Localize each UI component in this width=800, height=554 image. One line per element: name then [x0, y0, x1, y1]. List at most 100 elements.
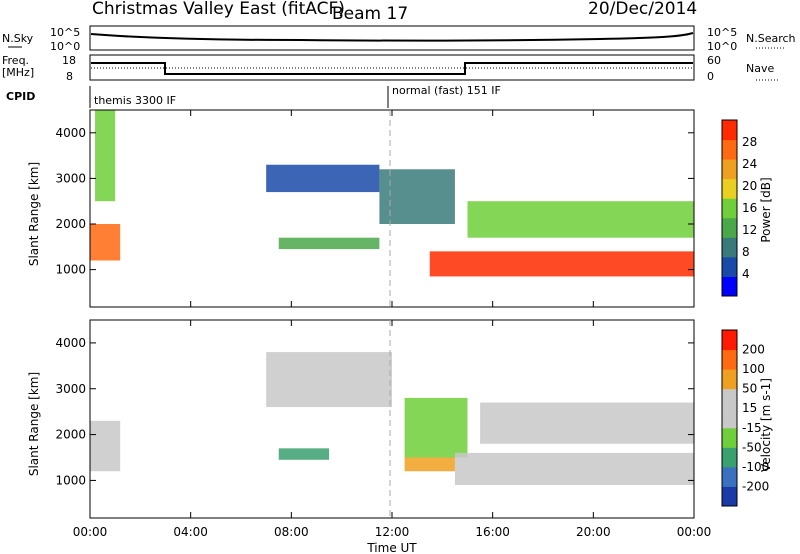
- x-ticks: 00:00 04:00 08:00 12:00 16:00 20:00 00:00: [73, 110, 711, 539]
- nsky-trace: [90, 32, 694, 42]
- power-colorbar-segment: [722, 120, 737, 141]
- velocity-ytick-label: 1000: [55, 473, 86, 487]
- power-colorbar-segment: [722, 159, 737, 180]
- power-region: [467, 201, 694, 238]
- velocity-colorbar: 200 100 50 15 -15 -50 -100 -200: [721, 329, 769, 507]
- velocity-region: [278, 448, 330, 460]
- power-colorbar-segment: [722, 217, 737, 238]
- xtick-label: 08:00: [274, 525, 309, 539]
- velocity-colorbar-segment: [722, 408, 737, 429]
- nsky-frame: [89, 25, 695, 51]
- power-region: [266, 164, 380, 193]
- velocity-colorbar-label: Velocity [m s-1]: [759, 378, 773, 472]
- power-region: [278, 237, 380, 250]
- nave-tick-bottom: 0: [707, 70, 714, 83]
- velocity-colorbar-segment: [722, 388, 737, 409]
- freq-trace: [91, 62, 693, 75]
- velocity-colorbar-segment: [722, 369, 737, 390]
- nave-tick-top: 60: [707, 54, 721, 67]
- velocity-colorbar-tick: 100: [742, 362, 765, 376]
- power-colorbar-segment: [722, 139, 737, 160]
- power-regions: [90, 110, 694, 277]
- nsky-tick-bottom: 10^0: [50, 40, 80, 53]
- cpid-label: CPID: [6, 90, 35, 103]
- power-colorbar-segment: [722, 198, 737, 219]
- power-colorbar-frame: [721, 119, 738, 297]
- power-region: [379, 169, 455, 225]
- nsky-tick-top: 10^5: [50, 26, 80, 39]
- xtick-label: 20:00: [576, 525, 611, 539]
- cpid-mode-left: themis 3300 IF: [94, 94, 176, 107]
- nsky-label: N.Sky: [2, 32, 34, 45]
- power-colorbar-tick: 8: [742, 245, 750, 259]
- cpid-mode-right: normal (fast) 151 IF: [392, 84, 501, 97]
- power-ytick-label: 4000: [55, 126, 86, 140]
- velocity-colorbar-tick: -15: [742, 421, 762, 435]
- velocity-colorbar-tick: 200: [742, 343, 765, 357]
- velocity-region: [454, 452, 694, 485]
- nsky-right-tick-top: 10^5: [707, 26, 737, 39]
- velocity-colorbar-frame: [721, 329, 738, 507]
- power-ylabel: Slant Range [km]: [27, 162, 41, 266]
- power-yticks: 1000 2000 3000 4000: [55, 126, 694, 277]
- power-colorbar-tick: 28: [742, 135, 757, 149]
- power-region: [90, 224, 121, 261]
- freq-panel: Freq. [MHz] 18 8 60 0 Nave: [2, 54, 778, 83]
- velocity-colorbar-segment: [722, 349, 737, 370]
- freq-tick-bottom: 8: [66, 70, 73, 83]
- power-colorbar-tick: 24: [742, 157, 757, 171]
- velocity-region: [90, 420, 121, 472]
- velocity-colorbar-tick: 50: [742, 382, 757, 396]
- power-region: [95, 110, 116, 202]
- nsky-right-tick-bottom: 10^0: [707, 40, 737, 53]
- xlabel: Time UT: [366, 541, 417, 554]
- velocity-ylabel: Slant Range [km]: [27, 372, 41, 476]
- power-colorbar-tick: 16: [742, 201, 757, 215]
- freq-units: [MHz]: [2, 66, 34, 79]
- velocity-colorbar-segment: [722, 330, 737, 351]
- velocity-colorbar-segment: [722, 466, 737, 487]
- freq-frame: [89, 54, 695, 81]
- power-colorbar-tick: 4: [742, 267, 750, 281]
- nsearch-label: N.Search: [746, 32, 796, 45]
- power-colorbar-segment: [722, 256, 737, 277]
- velocity-colorbar-tick: -50: [742, 440, 762, 454]
- power-colorbar-segment: [722, 237, 737, 258]
- velocity-region: [266, 352, 392, 408]
- xtick-label: 04:00: [173, 525, 208, 539]
- velocity-colorbar-segment: [722, 486, 737, 507]
- velocity-colorbar-tick: -200: [742, 479, 769, 493]
- power-ytick-label: 3000: [55, 171, 86, 185]
- velocity-yticks: 1000 2000 3000 4000: [55, 336, 694, 487]
- xtick-label: 00:00: [73, 525, 108, 539]
- xtick-label: 12:00: [375, 525, 410, 539]
- beam-label: Beam 17: [332, 4, 408, 24]
- nsky-panel: N.Sky 10^5 10^0 10^5 10^0 N.Search: [2, 25, 796, 53]
- velocity-ytick-label: 2000: [55, 428, 86, 442]
- plot-title: Christmas Valley East (fitACF): [92, 0, 345, 19]
- power-colorbar-segment: [722, 178, 737, 199]
- power-colorbar-tick: 12: [742, 223, 757, 237]
- xtick-label: 16:00: [475, 525, 510, 539]
- velocity-colorbar-tick: 15: [742, 401, 757, 415]
- velocity-ytick-label: 3000: [55, 382, 86, 396]
- cpid-panel: CPID themis 3300 IF normal (fast) 151 IF: [6, 84, 501, 108]
- freq-tick-top: 18: [62, 54, 76, 67]
- nave-label: Nave: [746, 62, 774, 75]
- power-colorbar-tick: 20: [742, 179, 757, 193]
- velocity-region: [404, 457, 455, 472]
- velocity-regions: [90, 352, 694, 485]
- velocity-colorbar-segment: [722, 427, 737, 448]
- power-ytick-label: 1000: [55, 263, 86, 277]
- power-colorbar-label: Power [dB]: [759, 177, 773, 242]
- power-region: [429, 251, 694, 277]
- velocity-ytick-label: 4000: [55, 336, 86, 350]
- freq-label: Freq.: [2, 54, 29, 67]
- power-ytick-label: 2000: [55, 217, 86, 231]
- velocity-colorbar-tick: -100: [742, 460, 769, 474]
- velocity-colorbar-segment: [722, 447, 737, 468]
- power-colorbar: 28 24 20 16 12 8 4: [721, 119, 757, 297]
- velocity-region: [404, 397, 468, 458]
